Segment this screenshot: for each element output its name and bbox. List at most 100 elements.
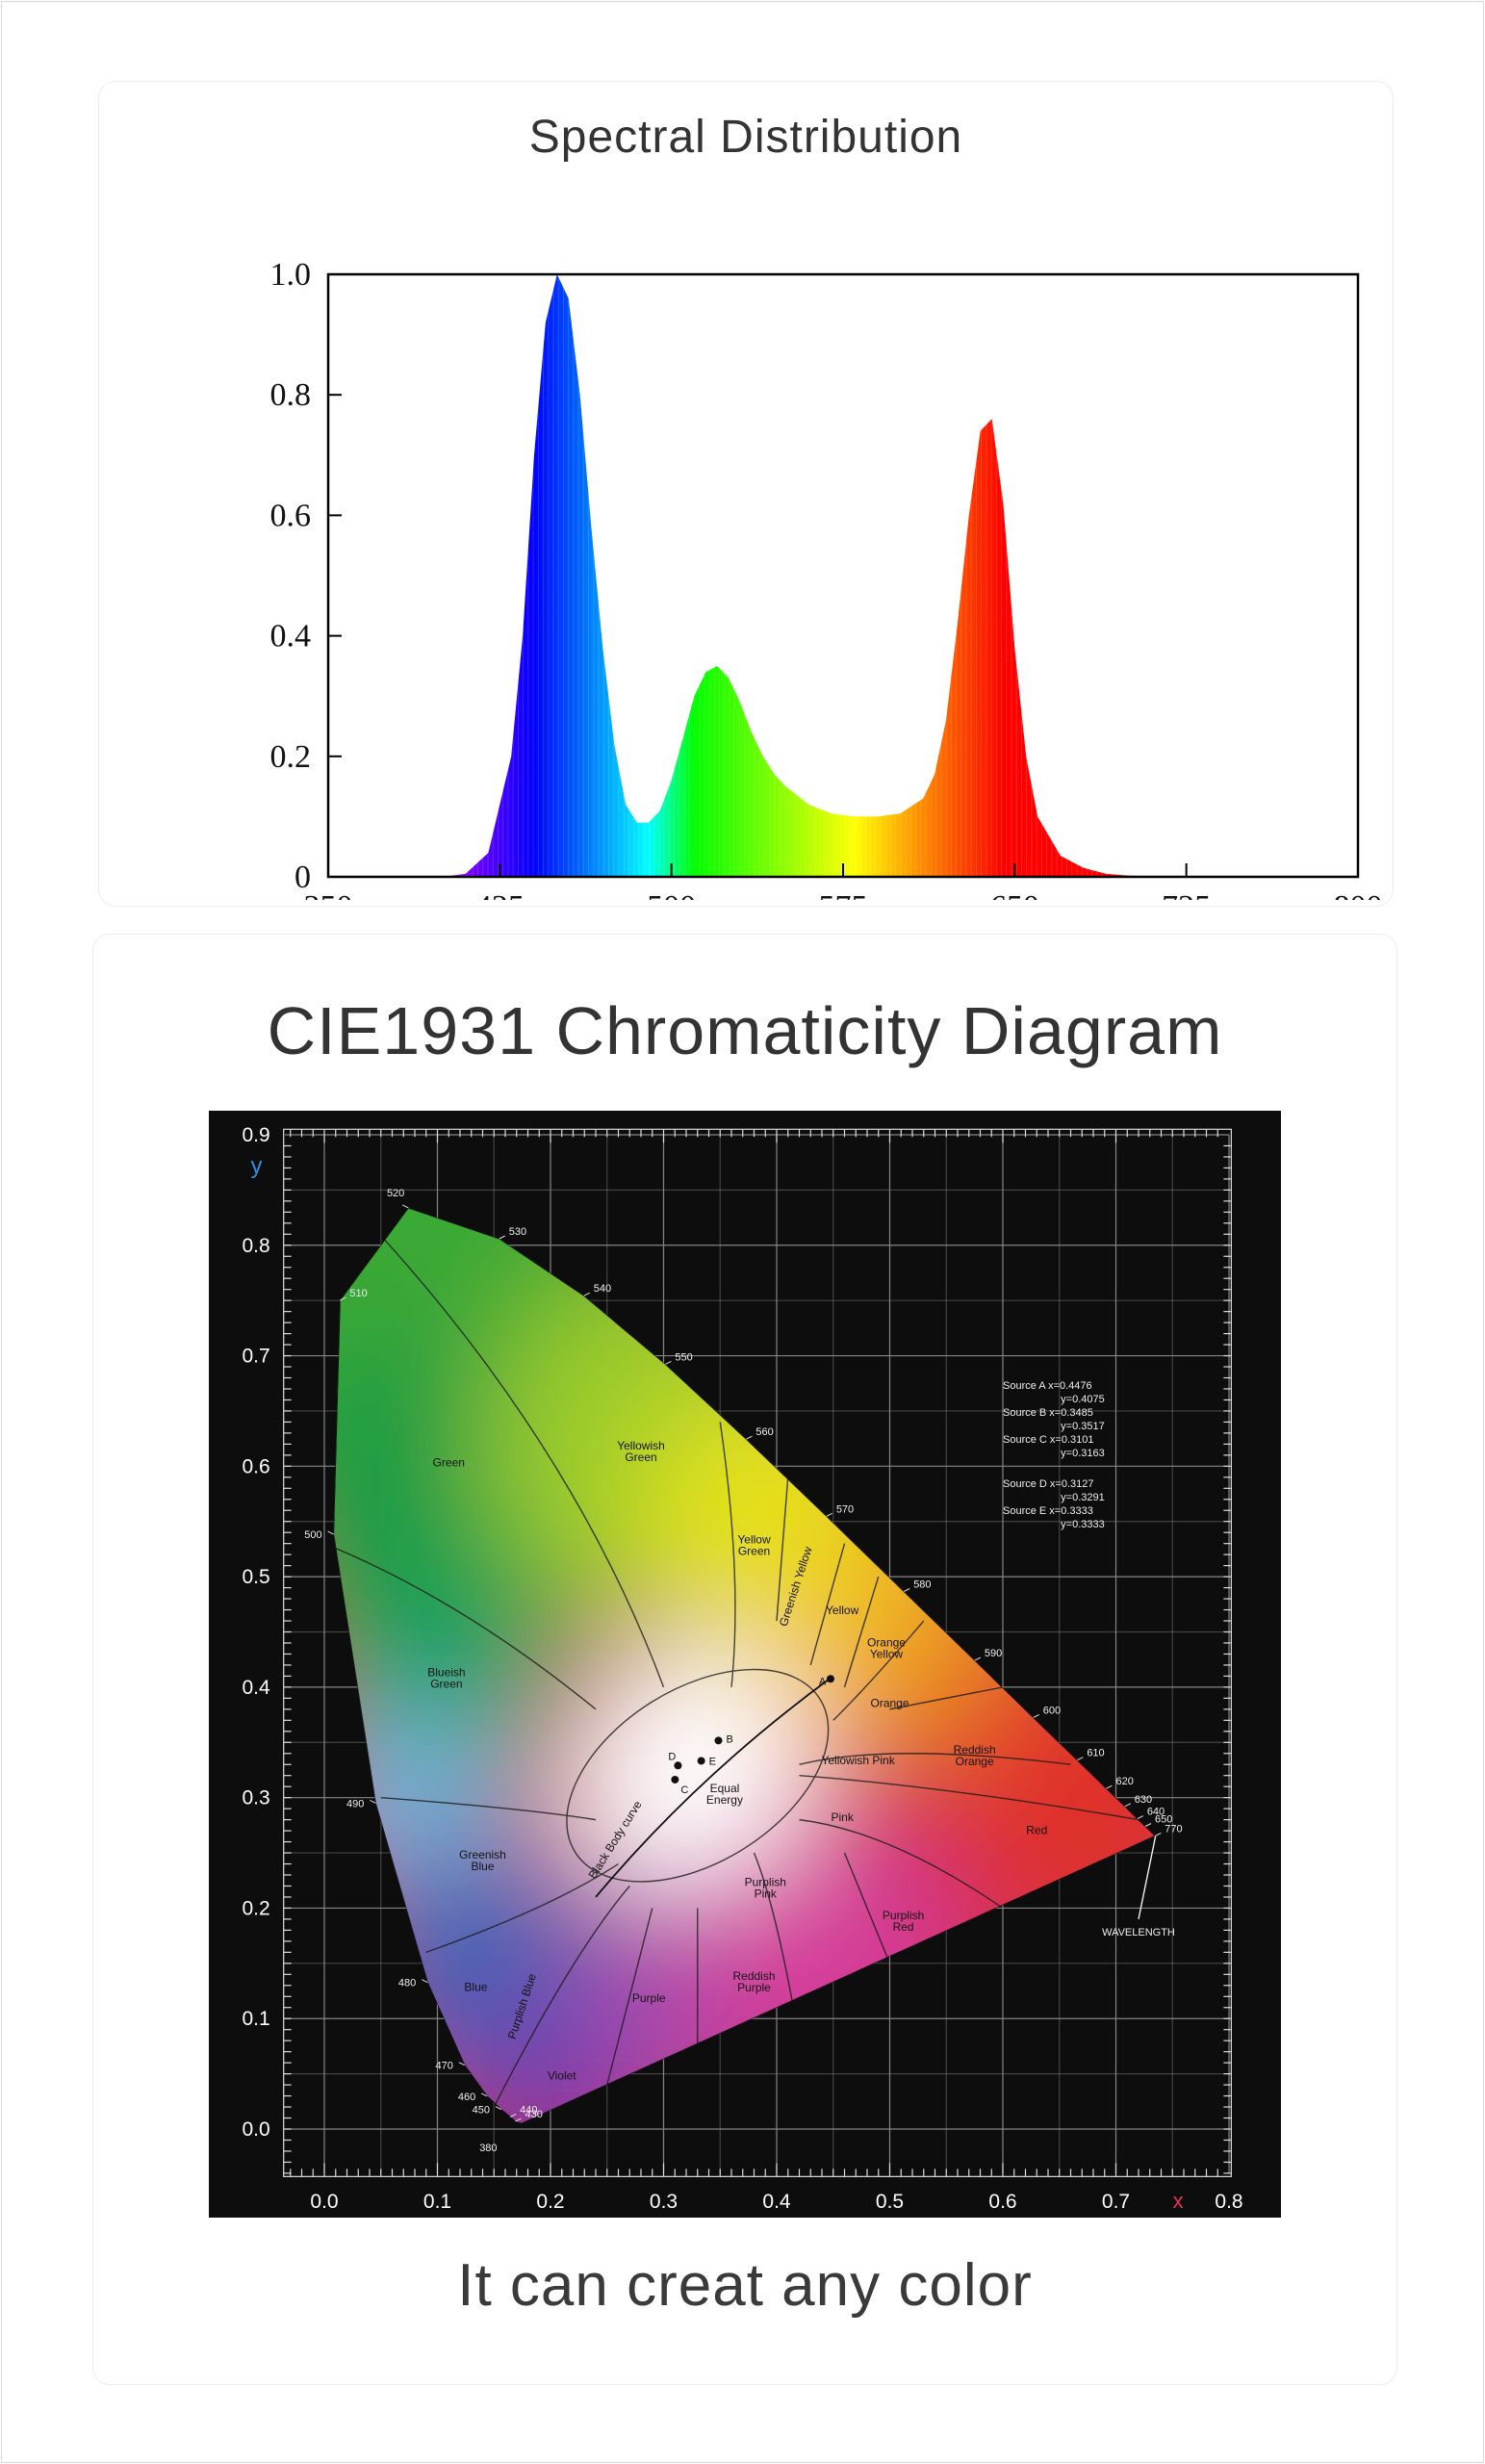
wavelength-tick-770 [1155,1833,1162,1836]
y-tick-label-0.2: 0.2 [270,739,312,775]
wavelength-tick-490 [370,1799,376,1804]
wavelength-label-430: 430 [525,2109,542,2120]
x-tick-label-350: 350 [304,889,353,900]
wavelength-label-560: 560 [755,1426,773,1438]
region-boundary-line [799,1818,1004,1910]
wavelength-tick-440 [509,2114,517,2118]
x-tick-label-0.7: 0.7 [1102,2191,1130,2213]
region-label: Blue [464,1981,487,1994]
wavelength-tick-610 [1077,1757,1084,1761]
wavelength-tick-520 [402,1204,409,1209]
wavelength-tick-560 [746,1435,753,1440]
wavelength-label-490: 490 [346,1798,364,1810]
x-axis-label: x [1173,2189,1184,2213]
cie-frame [283,1128,1232,2177]
wavelength-label-650: 650 [1155,1814,1172,1826]
wavelength-label-600: 600 [1043,1705,1061,1716]
source-point-A [826,1675,834,1683]
region-label: Pink [831,1810,854,1824]
legend-line: y=0.3163 [1061,1448,1105,1459]
source-label-E: E [709,1756,716,1767]
region-boundary-line [776,1476,789,1622]
wavelength-tick-450 [495,2106,502,2111]
legend-line: y=0.3333 [1061,1519,1105,1530]
y-tick-label-0.5: 0.5 [242,1566,269,1588]
region-label: Orange [870,1697,909,1710]
spectral-distribution-card: Spectral Distribution 350 425 500 575 650 725… [98,81,1394,907]
wavelength-label-520: 520 [387,1188,404,1199]
region-label: Green [433,1455,465,1469]
source-label-B: B [726,1733,732,1745]
wavelength-caption: WAVELENGTH [1102,1927,1175,1938]
legend-line: y=0.4075 [1061,1394,1105,1405]
wavelength-tick-530 [499,1235,505,1240]
wavelength-label-640: 640 [1147,1807,1165,1818]
source-point-B [714,1736,723,1745]
legend-line: Source D x=0.3127 [1003,1478,1093,1490]
region-boundary-line [333,1543,597,1710]
source-point-E [697,1757,705,1765]
region-label: Orange Yellow [867,1635,906,1660]
x-tick-label-425: 425 [475,889,525,900]
region-label: Blueish Green [427,1665,465,1690]
region-label: Yellow [826,1604,859,1617]
y-tick-label-0.7: 0.7 [242,1346,269,1368]
source-point-D [674,1761,682,1770]
region-label: Red [1026,1824,1047,1837]
x-tick-label-650: 650 [990,889,1039,900]
source-legend: Source A x=0.4476 y=0.4075 Source B x=0.34… [1003,1380,1105,1530]
wavelength-label-440: 440 [520,2104,537,2116]
region-boundary-line [719,1422,736,1687]
region-label: Purplish Pink [745,1875,786,1900]
x-tick-label-0.6: 0.6 [988,2191,1016,2213]
y-tick-label-0.6: 0.6 [242,1455,269,1477]
region-boundary-line [380,1796,597,1821]
region-label: Yellowish Pink [821,1754,895,1767]
region-boundary-line [843,1852,891,1964]
wavelength-label-540: 540 [594,1283,611,1295]
wavelength-tick-470 [458,2062,466,2066]
y-tick-label-0.4: 0.4 [270,619,312,654]
legend-line: y=0.3517 [1061,1421,1105,1432]
region-label: Violet [548,2068,576,2082]
y-axis-label: y [251,1153,263,1179]
legend-line: y=0.3291 [1061,1492,1105,1503]
spectrum-area [328,274,1358,877]
y-tick-label-0.4: 0.4 [242,1677,270,1699]
source-label-C: C [680,1784,688,1796]
region-label: Yellowish Green [617,1439,665,1464]
x-tick-label-0.8: 0.8 [1215,2191,1242,2213]
wavelength-tick-480 [422,1979,428,1984]
region-boundary-line [425,1862,619,1954]
x-tick-label-0.1: 0.1 [423,2191,451,2213]
x-tick-label-0.2: 0.2 [536,2191,564,2213]
region-label: Purplish Red [883,1909,924,1934]
wavelength-tick-510 [340,1296,346,1301]
wavelength-label-610: 610 [1087,1748,1104,1759]
wavelength-label-510: 510 [349,1288,367,1299]
cie-diagram-card: CIE1931 Chromaticity Diagram 430 440 450 46… [92,934,1397,2385]
wavelength-tick-570 [826,1512,833,1517]
wavelength-label-460: 460 [458,2092,475,2103]
region-label: Purple [632,1991,666,2005]
x-tick-label-500: 500 [647,889,696,900]
region-boundary-line [809,1543,846,1666]
wavelength-tick-600 [1033,1714,1039,1718]
region-boundary-line [799,1753,1071,1765]
region-label: Greenish Blue [459,1848,506,1873]
wavelength-label-550: 550 [675,1351,692,1363]
source-label-D: D [668,1751,676,1762]
x-tick-label-0.3: 0.3 [650,2191,678,2213]
wavelength-label-450: 450 [473,2105,490,2117]
y-tick-label-1.0: 1.0 [270,257,312,293]
y-tick-label-0.6: 0.6 [270,498,312,533]
wavelength-tick-540 [583,1292,591,1296]
cie-title: CIE1931 Chromaticity Diagram [267,993,1223,1068]
y-tick-label-0: 0 [294,860,311,895]
region-boundary-line [799,1775,1139,1821]
wavelength-tick-460 [480,2092,488,2097]
region-boundary-line [493,1886,630,2108]
cie-ruler [283,1128,1232,2177]
source-point-C [671,1775,679,1784]
